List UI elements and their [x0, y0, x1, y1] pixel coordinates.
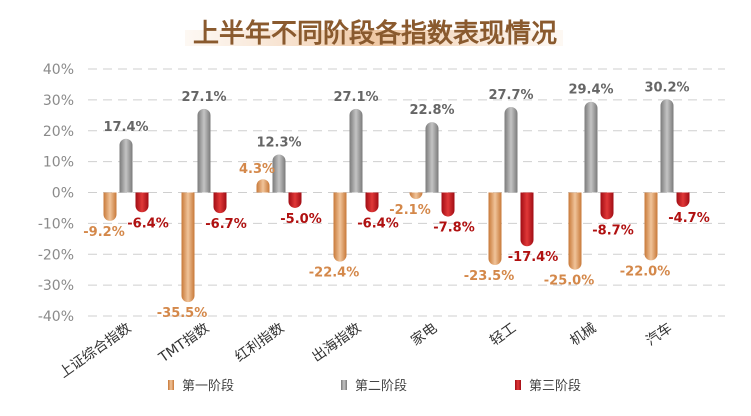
- legend-swatch-series3: [515, 380, 521, 390]
- data-label-series1: -9.2%: [83, 225, 124, 240]
- data-label-series2: 30.2%: [644, 80, 689, 95]
- bar-series1: [333, 192, 347, 262]
- data-label-series1: -22.4%: [309, 266, 360, 281]
- data-label-series2: 22.8%: [409, 103, 454, 118]
- bar-series2: [272, 154, 286, 193]
- legend-label-series2: 第二阶段: [355, 379, 407, 394]
- legend-swatch-series2: [341, 380, 347, 390]
- data-label-series3: -6.4%: [357, 216, 398, 231]
- data-label-series1: -2.1%: [389, 203, 430, 218]
- bar-series3: [441, 192, 455, 217]
- legend-label-series3: 第三阶段: [529, 379, 581, 394]
- y-tick-label: -10%: [38, 216, 74, 232]
- bar-series1: [181, 192, 195, 303]
- bar-series1: [256, 179, 270, 193]
- y-tick-label: 10%: [43, 155, 74, 171]
- data-label-series3: -17.4%: [508, 250, 559, 265]
- data-label-series3: -6.7%: [205, 217, 246, 232]
- bar-series2: [504, 106, 518, 193]
- bar-series2: [660, 99, 674, 193]
- data-label-series2: 27.1%: [181, 90, 226, 105]
- data-label-series3: -4.7%: [668, 211, 709, 226]
- data-label-series3: -6.4%: [127, 216, 168, 231]
- y-tick-label: -40%: [38, 309, 74, 325]
- data-label-series1: -25.0%: [544, 274, 595, 289]
- data-label-series3: -8.7%: [592, 223, 633, 238]
- data-label-series2: 27.1%: [333, 90, 378, 105]
- data-label-series3: -5.0%: [280, 212, 321, 227]
- bar-series2: [349, 108, 363, 193]
- y-tick-label: 30%: [43, 93, 74, 109]
- data-label-series2: 27.7%: [488, 88, 533, 103]
- bar-series3: [365, 192, 379, 213]
- data-label-series2: 17.4%: [103, 120, 148, 135]
- bar-series3: [213, 192, 227, 214]
- bar-series3: [676, 192, 690, 208]
- title-highlight: [185, 30, 563, 46]
- bar-series3: [520, 192, 534, 247]
- bar-series3: [135, 192, 149, 213]
- data-label-series2: 29.4%: [568, 83, 613, 98]
- bar-series3: [600, 192, 614, 220]
- data-label-series3: -7.8%: [433, 221, 474, 236]
- bar-series2: [425, 122, 439, 193]
- bar-series1: [488, 192, 502, 266]
- data-label-series1: -35.5%: [157, 306, 208, 321]
- y-tick-label: 20%: [43, 124, 74, 140]
- bar-series1: [409, 192, 423, 199]
- bar-series1: [644, 192, 658, 261]
- data-label-series2: 12.3%: [256, 136, 301, 151]
- bar-series2: [584, 101, 598, 193]
- legend-label-series1: 第一阶段: [182, 379, 234, 394]
- bar-series2: [197, 108, 211, 193]
- y-tick-label: 40%: [43, 62, 74, 78]
- chart-title: 上半年不同阶段各指数表现情况: [193, 18, 557, 49]
- bar-series3: [288, 192, 302, 208]
- data-label-series1: 4.3%: [239, 162, 275, 177]
- bar-series1: [568, 192, 582, 270]
- data-label-series1: -23.5%: [464, 269, 515, 284]
- bar-series1: [103, 192, 117, 221]
- legend-swatch-series1: [168, 380, 174, 390]
- bar-series2: [119, 138, 133, 193]
- data-label-series1: -22.0%: [620, 264, 671, 279]
- y-tick-label: 0%: [52, 186, 74, 202]
- y-tick-label: -30%: [38, 278, 74, 294]
- y-tick-label: -20%: [38, 247, 74, 263]
